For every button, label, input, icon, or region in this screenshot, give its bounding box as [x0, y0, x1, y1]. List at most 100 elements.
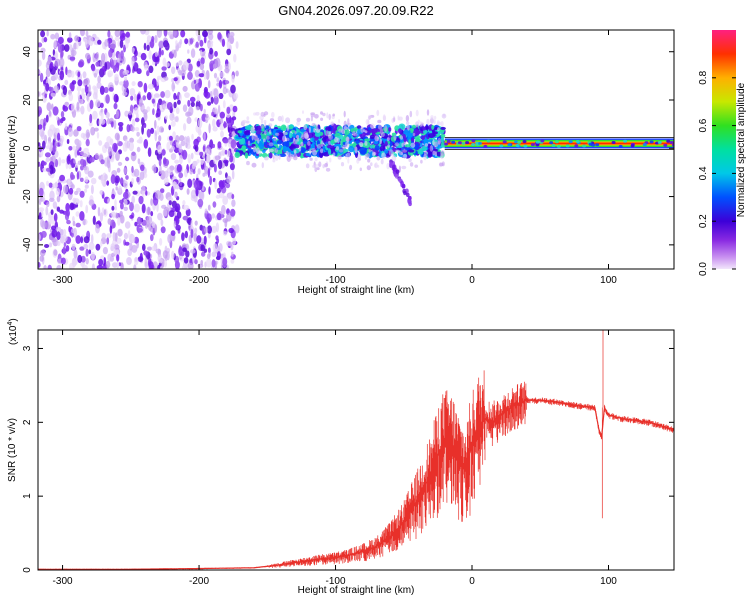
spectrogram-cell	[95, 61, 100, 67]
spectrogram-cell	[282, 131, 288, 136]
spectrogram-cell	[322, 151, 330, 157]
spectrogram-cell	[187, 63, 193, 72]
spectrogram-cell	[348, 145, 355, 153]
spectrogram-cell	[409, 110, 413, 118]
spectrogram-cell	[366, 165, 371, 171]
spectrogram-cell	[244, 152, 249, 159]
spectrogram-cell	[241, 120, 246, 126]
spectrogram-cell	[325, 167, 331, 172]
spectrogram-cell	[75, 211, 80, 217]
spectrogram-cell	[50, 33, 56, 40]
spectrogram-cell	[386, 162, 390, 170]
spectrogram-cell	[140, 164, 145, 172]
spectrogram-cell	[90, 234, 94, 244]
spectrogram-cell	[204, 208, 208, 214]
spectrogram-cell	[364, 130, 368, 134]
spectrogram-cell	[46, 180, 49, 187]
snr-multiplier-close: )	[8, 318, 19, 321]
spectrogram-cell	[38, 212, 42, 218]
spectrogram-cell	[300, 141, 304, 147]
spectrogram-cell	[343, 126, 348, 130]
spectrogram-cell	[398, 128, 402, 134]
spectrogram-cell	[38, 70, 41, 75]
spectrogram-cell	[39, 128, 45, 138]
spectrogram-cell	[197, 263, 204, 268]
spectrogram-cell	[97, 75, 101, 84]
spectrogram-cell	[359, 167, 362, 172]
spectrogram-cell	[213, 88, 219, 99]
spectrogram-cell	[158, 158, 162, 167]
spectrogram-cell	[324, 163, 328, 168]
spectrogram-cell	[102, 246, 108, 255]
spectrogram-cell	[212, 143, 216, 149]
spectrogram-cell	[540, 139, 545, 143]
spectrogram-cell	[158, 40, 165, 48]
spectrogram-cell	[414, 164, 419, 168]
spectrogram-cell	[131, 56, 135, 67]
spectrogram-cell	[432, 131, 438, 135]
spectrogram-cell	[114, 36, 120, 41]
spectrogram-cell	[109, 225, 113, 234]
spectrogram-cell	[218, 79, 223, 89]
spectrogram-cell	[217, 159, 223, 170]
spectrogram-cell	[315, 128, 321, 133]
spectrogram-cell	[189, 168, 193, 175]
spectrogram-cell	[422, 126, 426, 131]
spectrogram-cell	[176, 164, 182, 173]
spectrogram-cell	[171, 181, 178, 187]
spectrogram-cell	[204, 165, 209, 175]
spectrogram-cell	[354, 146, 358, 151]
spectrogram-cell	[47, 128, 53, 138]
spectrogram-cell	[52, 183, 59, 189]
spectrogram-cell	[56, 265, 62, 269]
spectrogram-cell	[62, 229, 67, 236]
spectrogram-cell	[194, 220, 198, 226]
spectrogram-cell	[568, 140, 573, 144]
spectrogram-cell	[89, 99, 94, 110]
spectrogram-cell	[141, 125, 145, 135]
spectrogram-cell	[89, 113, 93, 124]
spectrogram-cell	[228, 122, 232, 128]
spectrogram-cell	[201, 251, 206, 257]
spectrogram-cell	[123, 191, 129, 199]
spectrogram-cell	[39, 187, 44, 197]
spectrogram-cell	[305, 163, 310, 169]
spectrogram-cell	[140, 52, 147, 61]
spectrogram-cell	[143, 64, 150, 71]
spectrogram-cell	[215, 222, 220, 233]
spectrogram-cell	[136, 176, 140, 183]
spectrogram-cell	[88, 84, 91, 92]
spectrogram-cell	[77, 90, 81, 101]
spectrogram-cell	[47, 264, 52, 269]
spectrogram-cell	[87, 170, 94, 178]
spectrogram-cell	[106, 236, 110, 245]
spectrogram-cell	[69, 56, 76, 61]
spectrogram-cell	[169, 112, 175, 121]
spectrogram-cell	[182, 247, 187, 253]
spectrogram-cell	[222, 195, 229, 205]
spectrogram-cell	[187, 153, 191, 164]
spectrogram-cell	[178, 154, 183, 165]
spectrogram-cell	[73, 249, 78, 259]
spectrogram-cell	[50, 209, 54, 216]
spectrogram-cell	[394, 142, 400, 147]
colorbar-tick-label: 0.8	[698, 70, 709, 84]
spectrogram-cell	[314, 114, 319, 119]
spectrogram-cell	[649, 140, 654, 144]
spectrogram-cell	[70, 174, 76, 180]
spectrogram-cell	[88, 249, 92, 255]
spectrogram-cell	[401, 142, 405, 148]
spectrogram-cell	[95, 243, 101, 251]
spectrogram-cell	[141, 117, 145, 126]
spectrogram-cell	[231, 74, 235, 83]
spectrogram-cell	[251, 134, 254, 141]
spectrogram-cell	[218, 243, 223, 252]
spectrogram-cell	[76, 101, 80, 111]
spectrogram-cell	[136, 131, 140, 137]
spectrogram-cell	[139, 252, 143, 261]
spectrogram-cell	[364, 138, 371, 142]
spectrogram-cell	[184, 230, 188, 239]
spectrogram-cell	[197, 168, 201, 175]
y-tick-label: 40	[22, 46, 33, 58]
spectrogram-cell	[436, 120, 440, 126]
